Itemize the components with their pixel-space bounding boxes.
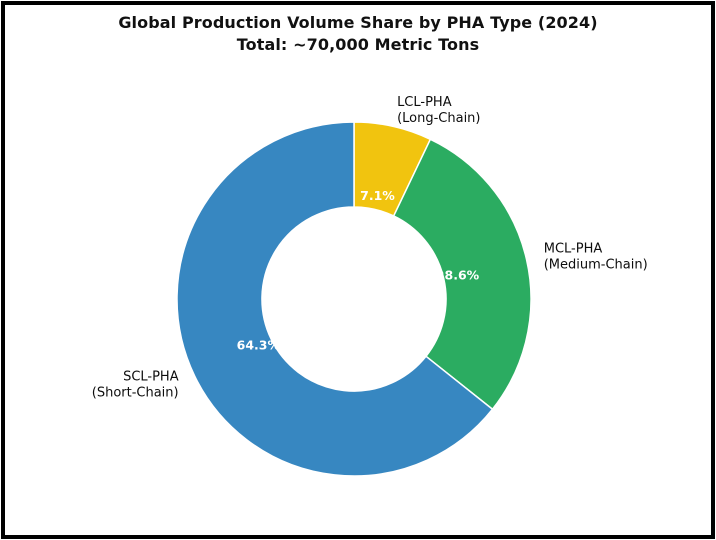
chart-title: Global Production Volume Share by PHA Ty… (118, 13, 598, 32)
pie-slice-mcl-pha (392, 138, 532, 410)
pie-slice-scl-pha (176, 121, 494, 477)
slice-label-scl-pha: SCL-PHA (Short-Chain) (92, 370, 179, 401)
pct-label-scl-pha: 64.3% (237, 338, 281, 353)
slice-label-lcl-pha: LCL-PHA (Long-Chain) (397, 95, 480, 126)
pct-label-lcl-pha: 7.1% (360, 188, 395, 203)
slice-label-mcl-pha: MCL-PHA (Medium-Chain) (544, 241, 648, 272)
chart-subtitle: Total: ~70,000 Metric Tons (236, 35, 480, 54)
chart-header: Global Production Volume Share by PHA Ty… (0, 12, 716, 56)
pct-label-mcl-pha: 28.6% (436, 268, 480, 283)
